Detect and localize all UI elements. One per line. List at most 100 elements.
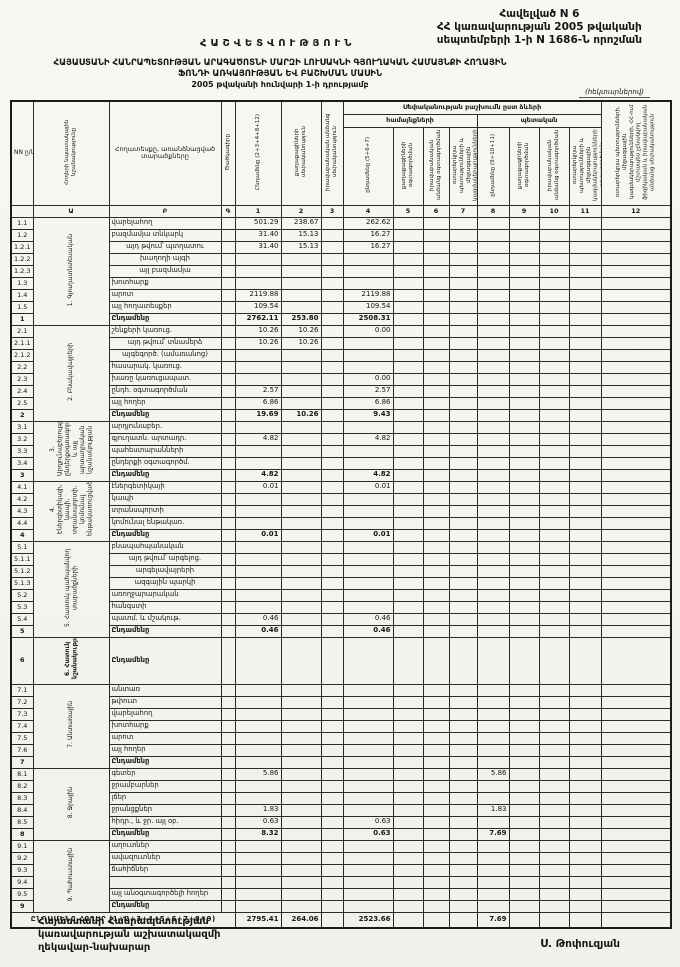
value-cell-c3	[320, 815, 344, 829]
value-cell-c5	[392, 444, 424, 458]
value-cell-c11	[568, 588, 602, 602]
value-cell-c10	[538, 576, 570, 590]
value-cell-c8	[476, 384, 510, 398]
col-header-1: Ընդամենը (2+3+4+8+12)	[234, 100, 282, 206]
value-cell-c11	[568, 863, 602, 877]
value-cell-c6	[422, 552, 450, 566]
value-cell-c5	[392, 504, 424, 518]
row-number: 2.1	[10, 324, 34, 338]
code-cell	[220, 348, 236, 362]
land-type-label: էներգետիկայի	[108, 480, 222, 494]
value-cell-c7	[448, 360, 478, 374]
value-cell-c3	[320, 420, 344, 434]
value-cell-c2	[280, 564, 322, 578]
land-type-label: արգելավայրերի	[108, 564, 222, 578]
value-cell-c12	[600, 444, 672, 458]
value-cell-c10	[538, 564, 570, 578]
value-cell-c2	[280, 288, 322, 302]
table-row: 2.5 այլ հողեր 6.86 6.86	[10, 396, 672, 410]
value-cell-c12	[600, 216, 672, 230]
value-cell-c10	[538, 552, 570, 566]
row-number: 8.4	[10, 803, 34, 817]
table-row: 3.3 պահեստարանների	[10, 444, 672, 458]
value-cell-c12	[600, 264, 672, 278]
value-cell-c2	[280, 468, 322, 482]
value-cell-c7	[448, 743, 478, 757]
code-cell	[220, 851, 236, 865]
value-cell-c4: 0.63	[342, 827, 394, 841]
value-cell-c9	[508, 779, 540, 793]
value-cell-c9	[508, 887, 540, 901]
value-cell-c7	[448, 624, 478, 638]
value-cell-c7	[448, 396, 478, 410]
value-cell-c11	[568, 815, 602, 829]
col-header-6: իրավաբանական անձանց օգտագործման	[422, 126, 450, 206]
value-cell-c8	[476, 324, 510, 338]
value-cell-c10	[538, 492, 570, 506]
value-cell-c11	[568, 803, 602, 817]
value-cell-c12	[600, 228, 672, 242]
land-type-label: վարելահող	[108, 216, 222, 230]
value-cell-c2	[280, 791, 322, 805]
value-cell-c6	[422, 300, 450, 314]
value-cell-c3	[320, 372, 344, 386]
value-cell-c9	[508, 468, 540, 482]
row-number: 1.2.2	[10, 252, 34, 266]
value-cell-c6	[422, 240, 450, 254]
value-cell-c10	[538, 336, 570, 350]
value-cell-c3	[320, 707, 344, 721]
code-cell	[220, 216, 236, 230]
column-index-cell: 4	[342, 204, 394, 218]
value-cell-c1: 0.46	[234, 624, 282, 638]
value-cell-c10	[538, 324, 570, 338]
col-header-purpose: Հողերի նպատակային նշանակությունը	[32, 100, 110, 206]
value-cell-c5	[392, 516, 424, 530]
value-cell-c9	[508, 911, 540, 928]
value-cell-c10	[538, 288, 570, 302]
value-cell-c1: 8.32	[234, 827, 282, 841]
value-cell-c10	[538, 719, 570, 733]
value-cell-c7	[448, 240, 478, 254]
land-fund-table: NN ը/կ Հողերի նպատակային նշանակությունը …	[10, 100, 673, 929]
value-cell-c9	[508, 408, 540, 422]
value-cell-c11	[568, 576, 602, 590]
value-cell-c5	[392, 336, 424, 350]
value-cell-c2	[280, 456, 322, 470]
value-cell-c11	[568, 695, 602, 709]
value-cell-c4	[342, 636, 394, 685]
value-cell-c1	[234, 444, 282, 458]
value-cell-c9	[508, 827, 540, 841]
value-cell-c2	[280, 480, 322, 494]
table-row: 9.2 ավազուտներ	[10, 851, 672, 865]
land-table-body: 1.1 1. Գյուղատնտեսական վարելահող 501.29 238.…	[10, 216, 672, 928]
land-type-label: արդյունաբեր.	[108, 420, 222, 434]
value-cell-c8	[476, 576, 510, 590]
col-header-nn: NN ը/կ	[10, 100, 34, 206]
value-cell-c2	[280, 851, 322, 865]
value-cell-c9	[508, 588, 540, 602]
code-cell	[220, 504, 236, 518]
table-row: 2.1.2 այգեգործ. (ամառանոց)	[10, 348, 672, 362]
value-cell-c4	[342, 707, 394, 721]
value-cell-c8	[476, 791, 510, 805]
value-cell-c1: 31.40	[234, 240, 282, 254]
value-cell-c1	[234, 372, 282, 386]
value-cell-c3	[320, 276, 344, 290]
grand-total-row: ԸՆԴԱՄԵՆԸ ՀՈՂԵՐ (1+2+3+4+5+6+7+8+9) 2795.4…	[10, 911, 672, 928]
table-row: 7.5 արոտ	[10, 731, 672, 745]
value-cell-c6	[422, 516, 450, 530]
value-cell-c3	[320, 755, 344, 769]
row-number: 1.2.3	[10, 264, 34, 278]
value-cell-c6	[422, 863, 450, 877]
value-cell-c3	[320, 899, 344, 913]
value-cell-c1	[234, 600, 282, 614]
code-cell	[220, 743, 236, 757]
value-cell-c9	[508, 516, 540, 530]
code-cell	[220, 372, 236, 386]
code-cell	[220, 240, 236, 254]
value-cell-c1	[234, 707, 282, 721]
value-cell-c11	[568, 288, 602, 302]
row-number: 1	[10, 312, 34, 326]
code-cell	[220, 779, 236, 793]
value-cell-c8	[476, 276, 510, 290]
